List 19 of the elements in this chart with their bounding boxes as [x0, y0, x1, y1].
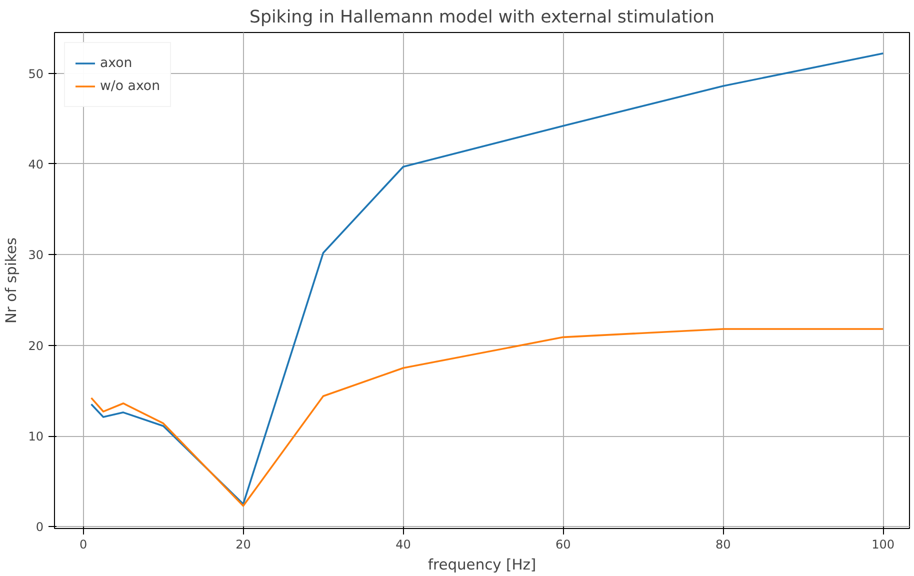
x-tick-label: 60	[556, 538, 571, 552]
line-series	[90, 328, 884, 507]
y-axis-title: Nr of spikes	[3, 237, 20, 324]
y-tick-label: 10	[28, 430, 44, 444]
legend-label: axon	[100, 56, 132, 70]
x-tick-label: 100	[872, 538, 895, 552]
line-series	[90, 52, 884, 505]
x-tick-label: 0	[79, 538, 88, 552]
y-tick-label: 20	[28, 338, 44, 353]
y-tick-label: 40	[28, 157, 44, 172]
y-tick-label: 30	[28, 248, 44, 262]
x-tick-label: 40	[396, 538, 411, 552]
x-tick-label: 20	[236, 538, 251, 552]
chart-title: Spiking in Hallemann model with external stimulation	[249, 8, 715, 28]
y-tick-label: 50	[28, 66, 44, 81]
x-axis-title: frequency [Hz]	[428, 556, 536, 574]
x-tick-label: 80	[716, 538, 731, 552]
legend-label: w/o axon	[100, 78, 160, 94]
y-tick-label: 0	[36, 520, 44, 534]
